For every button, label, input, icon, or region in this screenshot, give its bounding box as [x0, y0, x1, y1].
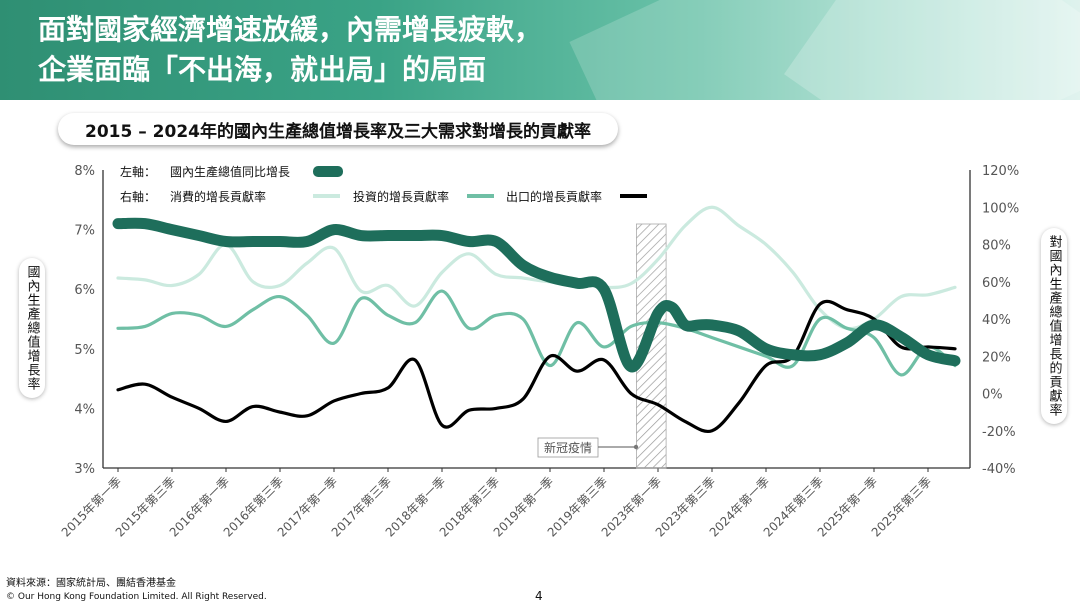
legend-gdp-label: 國內生產總值同比增長 [170, 164, 290, 179]
source-note: 資料來源：國家統計局、團結香港基金 [6, 578, 176, 589]
legend-right-axis-label: 右軸： [120, 189, 156, 204]
copyright-note: © Our Hong Kong Foundation Limited. All … [6, 592, 267, 602]
left-axis-label: 國內生產總值增長率 [24, 265, 40, 391]
pandemic-annotation-dot [633, 444, 639, 450]
left-y-tick-label: 8% [74, 164, 95, 179]
header-banner: 面對國家經濟增速放緩，內需增長疲軟， 企業面臨「不出海，就出局」的局面 [0, 0, 1080, 100]
left-y-tick-label: 5% [74, 343, 95, 358]
page-title: 面對國家經濟增速放緩，內需增長疲軟， 企業面臨「不出海，就出局」的局面 [38, 10, 542, 90]
chart-title: 2015 – 2024年的國內生產總值增長率及三大需求對增長的貢獻率 [85, 121, 591, 142]
pandemic-annotation-label: 新冠疫情 [544, 440, 592, 455]
left-y-tick-label: 4% [74, 402, 95, 417]
right-y-tick-label: 100% [982, 201, 1019, 216]
legend-left-axis-label: 左軸： [120, 164, 156, 179]
page-number: 4 [535, 589, 543, 603]
gdp-series-line [112, 217, 961, 373]
page-title-line-2: 企業面臨「不出海，就出局」的局面 [38, 53, 487, 86]
legend-consumption-label: 消費的增長貢獻率 [170, 189, 266, 204]
right-y-tick-label: -40% [982, 462, 1016, 477]
right-y-tick-label: 120% [982, 164, 1019, 179]
right-y-tick-label: 60% [982, 276, 1011, 291]
page-title-line-1: 面對國家經濟增速放緩，內需增長疲軟， [38, 13, 543, 46]
legend-gdp-swatch [313, 166, 343, 177]
left-axis-label-pill: 國內生產總值增長率 [19, 258, 45, 398]
right-y-tick-label: 40% [982, 313, 1011, 328]
chart-title-pill: 2015 – 2024年的國內生產總值增長率及三大需求對增長的貢獻率 [58, 113, 618, 145]
right-axis-label-pill: 對國內生產總值增長的貢獻率 [1041, 228, 1067, 424]
legend-export-label: 出口的增長貢獻率 [506, 189, 602, 204]
right-axis-label: 對國內生產總值增長的貢獻率 [1046, 235, 1062, 417]
right-y-tick-label: -20% [982, 425, 1016, 440]
right-y-tick-label: 80% [982, 239, 1011, 254]
left-y-tick-label: 7% [74, 224, 95, 239]
legend-investment-label: 投資的增長貢獻率 [353, 189, 449, 204]
right-y-tick-label: 0% [982, 388, 1003, 403]
left-y-tick-label: 6% [74, 283, 95, 298]
right-y-tick-label: 20% [982, 350, 1011, 365]
investment-series-line [116, 289, 957, 377]
left-y-tick-label: 3% [74, 462, 95, 477]
export-series-line [116, 299, 957, 434]
